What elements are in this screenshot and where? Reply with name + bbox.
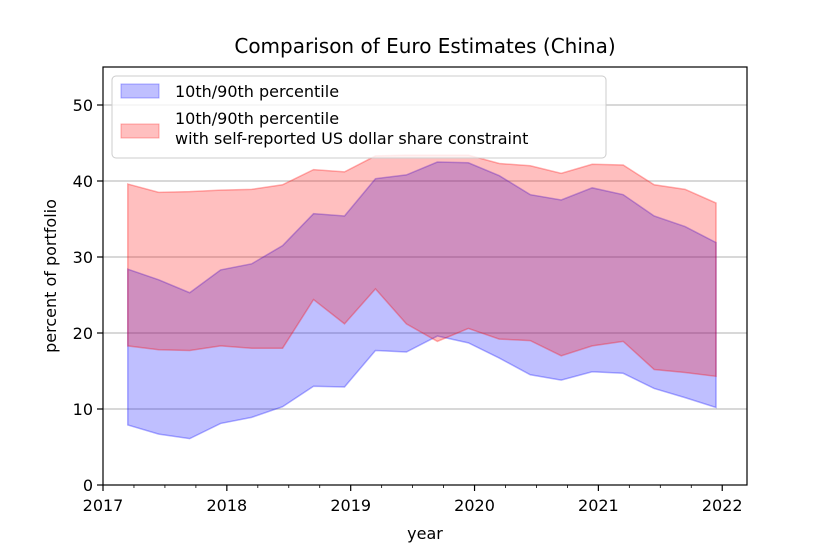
x-tick-label: 2017	[83, 496, 124, 515]
legend-label-2-line-1: 10th/90th percentile	[175, 109, 339, 128]
legend-label-1: 10th/90th percentile	[175, 82, 339, 101]
area-band-2	[127, 154, 717, 378]
y-tick-label: 50	[73, 96, 93, 115]
legend-box	[111, 75, 607, 159]
legend: 10th/90th percentile 10th/90th percentil…	[111, 75, 607, 159]
area-series	[127, 154, 717, 440]
x-tick-label: 2021	[578, 496, 619, 515]
x-axis: 2017 2018 2019 2020 2021 2022	[83, 485, 743, 515]
x-tick-label: 2020	[454, 496, 495, 515]
legend-label-2-line-2: with self-reported US dollar share const…	[175, 129, 528, 148]
chart-title: Comparison of Euro Estimates (China)	[234, 34, 615, 58]
y-tick-label: 40	[73, 172, 93, 191]
y-axis: 0 10 20 30 40 50	[73, 96, 103, 495]
y-tick-label: 20	[73, 324, 93, 343]
legend-swatch-red	[120, 123, 160, 139]
y-tick-label: 0	[83, 476, 93, 495]
y-axis-label: percent of portfolio	[41, 199, 60, 353]
area-band-1	[127, 161, 717, 440]
plot-frame	[102, 66, 748, 486]
x-tick-label: 2018	[206, 496, 247, 515]
x-tick-label: 2022	[702, 496, 743, 515]
grid-lines	[103, 104, 747, 410]
x-tick-label: 2019	[330, 496, 371, 515]
legend-swatch-blue	[120, 83, 160, 99]
y-tick-label: 10	[73, 400, 93, 419]
x-axis-label: year	[407, 524, 443, 543]
y-tick-label: 30	[73, 248, 93, 267]
legend-label-2: 10th/90th percentile with self-reported U…	[175, 109, 528, 148]
